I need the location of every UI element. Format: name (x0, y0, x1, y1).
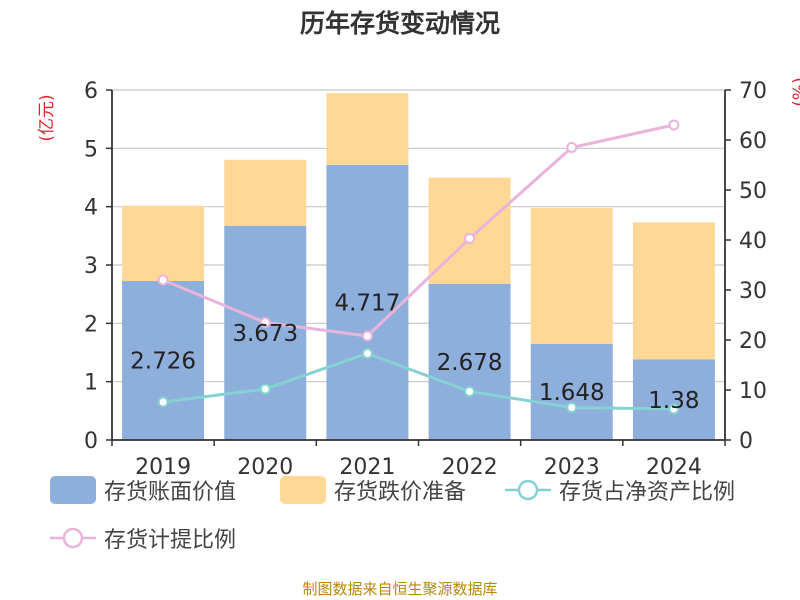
legend-label-impairment: 存货跌价准备 (334, 480, 467, 505)
y-left-axis-label: (亿元) (37, 94, 57, 141)
bar-value-label: 2.678 (437, 350, 503, 376)
y-right-tick-label: 0 (739, 429, 753, 454)
bar-value-label: 3.673 (232, 321, 298, 347)
y-right-tick-label: 20 (739, 329, 767, 354)
legend-swatch-inventory-ratio (505, 479, 551, 501)
bar-value-label: 1.648 (539, 380, 605, 406)
legend-item-impairment[interactable]: 存货跌价准备 (280, 474, 466, 506)
point-provision-ratio (464, 233, 476, 244)
bar-impairment (122, 205, 205, 281)
y-left-tick-label: 6 (84, 79, 98, 104)
y-left-tick-label: 1 (84, 371, 98, 396)
x-tick-label: 2024 (646, 455, 702, 480)
point-provision-ratio (668, 119, 680, 131)
bar-book-value (326, 164, 409, 440)
y-right-tick-label: 40 (739, 229, 767, 254)
line-provision-ratio (162, 123, 675, 338)
y-left-tick-label: 5 (84, 137, 98, 162)
x-tick-label: 2022 (442, 455, 498, 480)
legend-item-book-value[interactable]: 存货账面价值 (50, 474, 236, 506)
x-tick-label: 2019 (135, 455, 191, 480)
point-inventory-ratio (259, 383, 271, 395)
point-provision-ratio (566, 142, 578, 153)
legend-item-provision-ratio[interactable]: 存货计提比例 (50, 522, 236, 554)
chart-title: 历年存货变动情况 (299, 9, 500, 38)
bar-impairment (326, 93, 409, 165)
y-left-tick-label: 3 (84, 254, 98, 279)
legend-swatch-provision-ratio (50, 527, 96, 549)
x-tick-label: 2020 (237, 455, 293, 480)
y-left-tick-label: 4 (84, 196, 98, 221)
point-provision-ratio (361, 330, 373, 342)
point-provision-ratio (259, 317, 271, 328)
point-inventory-ratio (566, 402, 578, 413)
x-tick-label: 2021 (339, 455, 395, 480)
y-right-tick-label: 70 (739, 79, 767, 104)
bar-value-label: 4.717 (334, 290, 400, 316)
legend-swatch-book-value (50, 476, 96, 504)
point-inventory-ratio (157, 396, 169, 408)
bar-impairment (530, 207, 613, 344)
y-right-tick-label: 30 (739, 279, 767, 304)
bar-book-value (224, 225, 307, 440)
legend-label-book-value: 存货账面价值 (104, 480, 237, 505)
y-right-axis-label: (%) (790, 77, 800, 106)
source-note: 制图数据来自恒生聚源数据库 (302, 580, 498, 598)
y-left-tick-label: 2 (84, 312, 98, 337)
legend-label-inventory-ratio: 存货占净资产比例 (559, 480, 736, 505)
y-right-tick-label: 10 (739, 379, 767, 404)
bar-book-value (530, 343, 613, 440)
bar-impairment (224, 159, 307, 226)
bar-value-label: 2.726 (130, 348, 196, 374)
y-left-tick-label: 0 (84, 429, 98, 454)
legend-label-provision-ratio: 存货计提比例 (104, 528, 237, 553)
bar-book-value (632, 359, 715, 440)
point-inventory-ratio (464, 386, 476, 397)
line-inventory-ratio (162, 351, 674, 411)
bar-book-value (428, 283, 511, 440)
point-provision-ratio (157, 274, 169, 286)
legend-swatch-impairment (280, 476, 326, 504)
y-right-tick-label: 60 (739, 129, 767, 154)
bar-book-value (122, 280, 205, 440)
bar-value-label: 1.38 (648, 388, 699, 414)
point-inventory-ratio (668, 403, 680, 415)
y-right-tick-label: 50 (739, 179, 767, 204)
point-inventory-ratio (361, 348, 373, 359)
x-tick-label: 2023 (544, 455, 600, 480)
legend-item-inventory-ratio[interactable]: 存货占净资产比例 (505, 474, 735, 506)
bar-impairment (632, 222, 715, 360)
